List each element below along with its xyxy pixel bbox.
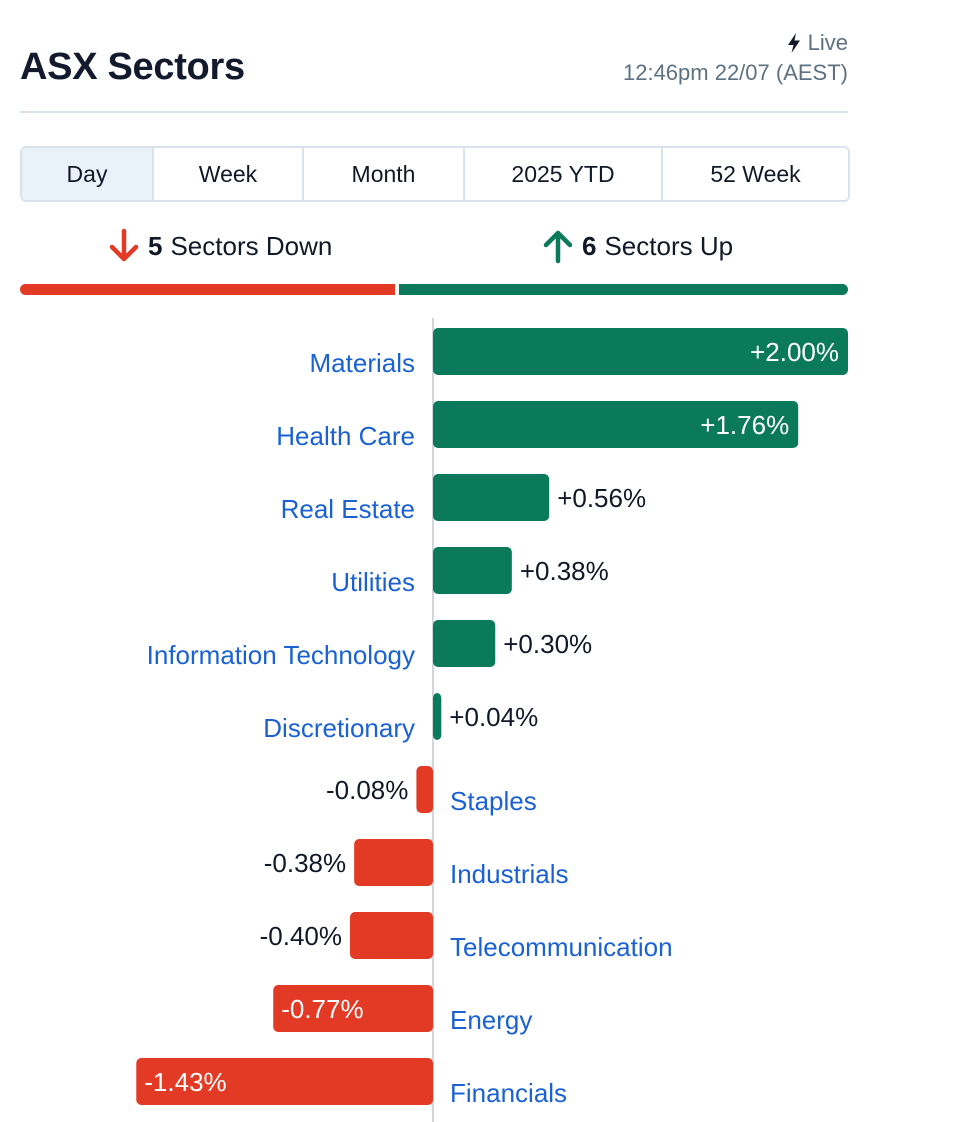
bar xyxy=(350,912,433,959)
tab-2025-ytd[interactable]: 2025 YTD xyxy=(465,148,663,200)
value-label: +2.00% xyxy=(750,337,839,367)
sector-label[interactable]: Utilities xyxy=(331,567,415,597)
tab-week[interactable]: Week xyxy=(154,148,304,200)
bar xyxy=(433,547,512,594)
sector-bar-chart: +2.00% Materials +1.76% Health Care +0.56% Re… xyxy=(136,318,848,1122)
tab-month[interactable]: Month xyxy=(304,148,465,200)
sectors-up-count: 6 xyxy=(582,230,597,261)
value-label: +1.76% xyxy=(700,410,789,440)
bar xyxy=(433,474,550,521)
sector-label[interactable]: Materials xyxy=(310,348,415,378)
timestamp: 12:46pm 22/07 (AEST) xyxy=(622,60,848,85)
bar xyxy=(433,620,496,667)
sector-label[interactable]: Energy xyxy=(450,1005,532,1035)
arrow-down-icon xyxy=(109,228,139,262)
arrow-up-icon xyxy=(543,230,573,264)
tab-52-week[interactable]: 52 Week xyxy=(710,160,801,187)
bar xyxy=(433,693,442,740)
sectors-up-summary: 6 Sectors Up xyxy=(542,228,733,264)
value-label: +0.56% xyxy=(557,483,646,513)
sector-label[interactable]: Telecommunication xyxy=(450,932,673,962)
sectors-down-summary: 5 Sectors Down xyxy=(108,228,332,264)
sector-label[interactable]: Discretionary xyxy=(263,713,415,743)
sector-label[interactable]: Information Technology xyxy=(147,640,415,670)
sectors-down-strip xyxy=(20,284,395,295)
bar xyxy=(136,1058,433,1105)
value-label: -1.43% xyxy=(144,1067,226,1097)
value-label: -0.08% xyxy=(326,775,408,805)
bar xyxy=(354,839,433,886)
value-label: -0.40% xyxy=(260,921,342,951)
bar xyxy=(416,766,433,813)
sector-label[interactable]: Staples xyxy=(450,786,537,816)
sector-label[interactable]: Financials xyxy=(450,1078,567,1108)
page-title: ASX Sectors xyxy=(20,46,245,88)
sector-label[interactable]: Health Care xyxy=(276,421,415,451)
value-label: +0.38% xyxy=(520,556,609,586)
bar xyxy=(433,328,848,375)
tab-day[interactable]: Day xyxy=(22,148,154,200)
sectors-down-label: Sectors Down xyxy=(170,230,333,261)
sectors-up-label: Sectors Up xyxy=(604,230,734,261)
value-label: +0.30% xyxy=(503,629,592,659)
bar xyxy=(433,401,799,448)
value-label: +0.04% xyxy=(449,702,538,732)
bar xyxy=(273,985,433,1032)
header-divider xyxy=(20,111,848,113)
period-tabs: Day Week Month 2025 YTD 52 Week xyxy=(20,146,850,202)
lightning-icon xyxy=(787,33,800,53)
sector-label[interactable]: Industrials xyxy=(450,859,569,889)
sectors-up-strip xyxy=(399,284,848,295)
live-label: Live xyxy=(807,30,848,55)
value-label: -0.38% xyxy=(264,848,346,878)
value-label: -0.77% xyxy=(281,994,363,1024)
sectors-down-count: 5 xyxy=(148,230,163,261)
sector-label[interactable]: Real Estate xyxy=(281,494,415,524)
live-indicator: Live xyxy=(786,30,848,56)
